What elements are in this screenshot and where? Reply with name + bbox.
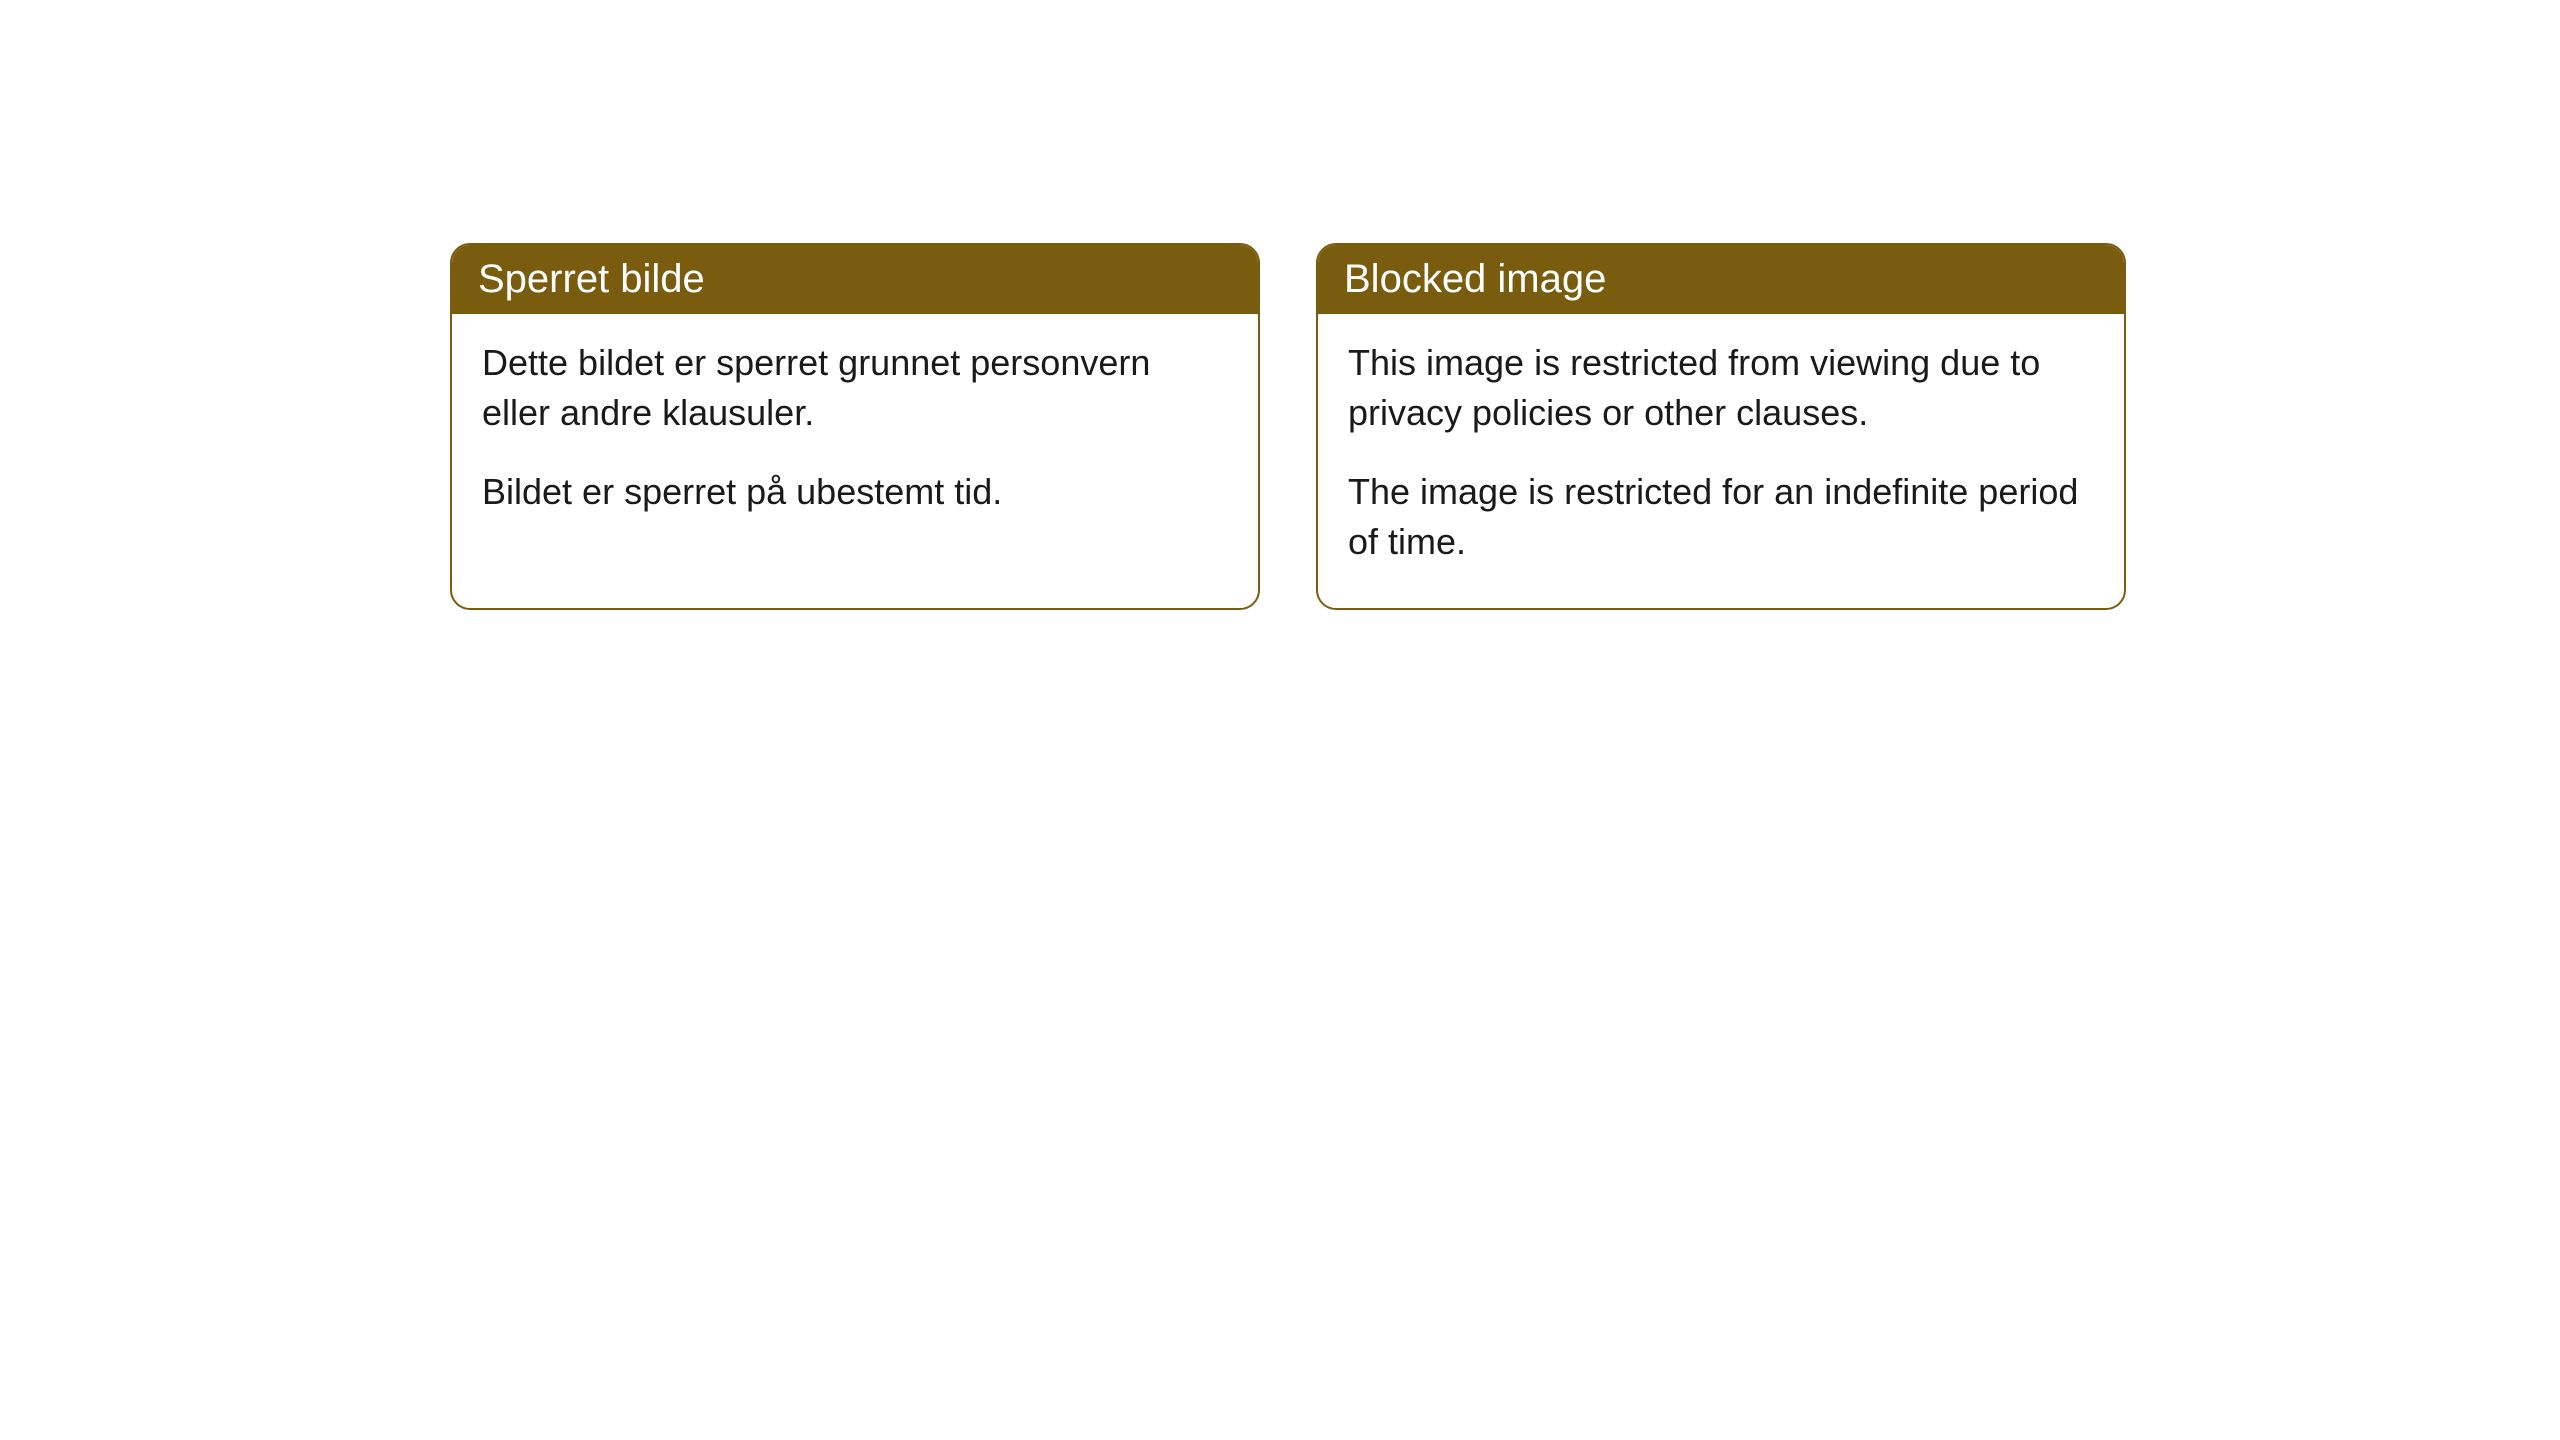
card-paragraph-no-2: Bildet er sperret på ubestemt tid. [482, 467, 1228, 517]
card-paragraph-no-1: Dette bildet er sperret grunnet personve… [482, 338, 1228, 439]
card-header-en: Blocked image [1318, 245, 2124, 314]
card-body-en: This image is restricted from viewing du… [1318, 314, 2124, 608]
notice-container: Sperret bilde Dette bildet er sperret gr… [450, 243, 2126, 610]
card-paragraph-en-1: This image is restricted from viewing du… [1348, 338, 2094, 439]
card-paragraph-en-2: The image is restricted for an indefinit… [1348, 467, 2094, 568]
card-title-no: Sperret bilde [478, 257, 705, 301]
card-header-no: Sperret bilde [452, 245, 1258, 314]
card-body-no: Dette bildet er sperret grunnet personve… [452, 314, 1258, 557]
blocked-image-card-en: Blocked image This image is restricted f… [1316, 243, 2126, 610]
card-title-en: Blocked image [1344, 257, 1606, 301]
blocked-image-card-no: Sperret bilde Dette bildet er sperret gr… [450, 243, 1260, 610]
